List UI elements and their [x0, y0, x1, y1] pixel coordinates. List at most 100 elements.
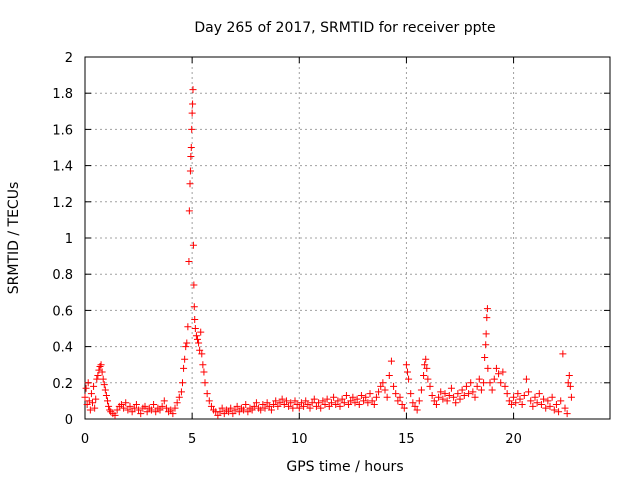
data-point [126, 402, 134, 410]
data-point [92, 395, 100, 403]
data-point [540, 395, 548, 403]
data-point [184, 323, 192, 331]
data-point [99, 375, 107, 383]
data-point [471, 393, 479, 401]
data-point [287, 399, 295, 407]
data-point [158, 402, 166, 410]
data-point [467, 379, 475, 387]
data-point [152, 408, 160, 416]
data-point [437, 388, 445, 396]
data-point [195, 339, 203, 347]
data-point [93, 375, 101, 383]
data-point [289, 404, 297, 412]
data-point [375, 388, 383, 396]
data-point [218, 404, 226, 412]
data-point [495, 370, 503, 378]
data-point [84, 379, 92, 387]
ticks: 0 5 10 15 20 0 0.2 0.4 0.6 0.8 1 1.2 1.4 1.6 1.8 2 [52, 51, 610, 447]
data-point [200, 368, 208, 376]
data-point [482, 341, 490, 349]
data-point [512, 399, 520, 407]
data-point [417, 386, 425, 394]
data-point [272, 397, 280, 405]
data-point [362, 393, 370, 401]
data-point [372, 393, 380, 401]
data-point [426, 382, 434, 390]
data-point [542, 404, 550, 412]
data-point [196, 346, 204, 354]
data-point [469, 388, 477, 396]
x-tick-label: 10 [291, 432, 308, 447]
data-point [220, 410, 228, 418]
data-point [501, 382, 509, 390]
data-point [183, 339, 191, 347]
y-axis-label: SRMTID / TECUs [6, 182, 22, 295]
data-point [480, 379, 488, 387]
data-point [409, 399, 417, 407]
data-point [441, 390, 449, 398]
data-point [430, 397, 438, 405]
data-point [190, 281, 198, 289]
data-point [319, 397, 327, 405]
data-point [308, 399, 316, 407]
data-point [312, 402, 320, 410]
data-point [377, 382, 385, 390]
data-point [192, 332, 200, 340]
data-point [175, 393, 183, 401]
data-point [404, 368, 411, 376]
data-point [370, 401, 378, 409]
data-point [189, 241, 197, 249]
data-point [402, 361, 410, 369]
data-point [548, 393, 556, 401]
data-point [387, 357, 395, 365]
y-tick-label: 0.2 [52, 377, 73, 392]
data-point [317, 404, 325, 412]
data-point [291, 397, 299, 405]
data-point [407, 390, 415, 398]
data-point [128, 408, 136, 416]
data-point [98, 368, 106, 376]
data-point [186, 167, 194, 175]
data-point [231, 406, 239, 414]
data-point [552, 401, 560, 409]
x-tick-label: 20 [505, 432, 522, 447]
x-axis-label: GPS time / hours [286, 459, 403, 475]
data-point [475, 375, 483, 383]
data-point [336, 402, 344, 410]
data-point [242, 401, 250, 409]
data-point [338, 395, 346, 403]
data-point [106, 406, 114, 414]
data-point [111, 411, 119, 419]
data-point [137, 410, 145, 418]
data-point [460, 391, 468, 399]
data-point [398, 401, 406, 409]
data-point [293, 401, 301, 409]
data-point [396, 393, 404, 401]
data-point [82, 384, 90, 392]
data-point [143, 408, 151, 416]
data-point [420, 372, 428, 380]
data-point [95, 366, 103, 374]
y-tick-label: 0 [65, 413, 73, 428]
data-point [559, 350, 567, 358]
data-point [458, 386, 466, 394]
data-point [186, 180, 194, 188]
data-point [171, 404, 179, 412]
data-point [422, 355, 430, 363]
data-point [452, 399, 460, 407]
chart-title: Day 265 of 2017, SRMTID for receiver ppt… [194, 20, 495, 36]
data-point [443, 397, 451, 405]
data-point [505, 397, 513, 405]
data-point [278, 395, 286, 403]
data-point [304, 401, 312, 409]
data-point [104, 397, 111, 405]
data-point [514, 390, 522, 398]
data-point [235, 408, 243, 416]
data-point [276, 399, 284, 407]
data-point [516, 395, 524, 403]
data-point [182, 343, 190, 351]
data-point [102, 391, 110, 399]
data-point [507, 401, 515, 409]
data-point [353, 395, 361, 403]
data-point [405, 375, 413, 383]
